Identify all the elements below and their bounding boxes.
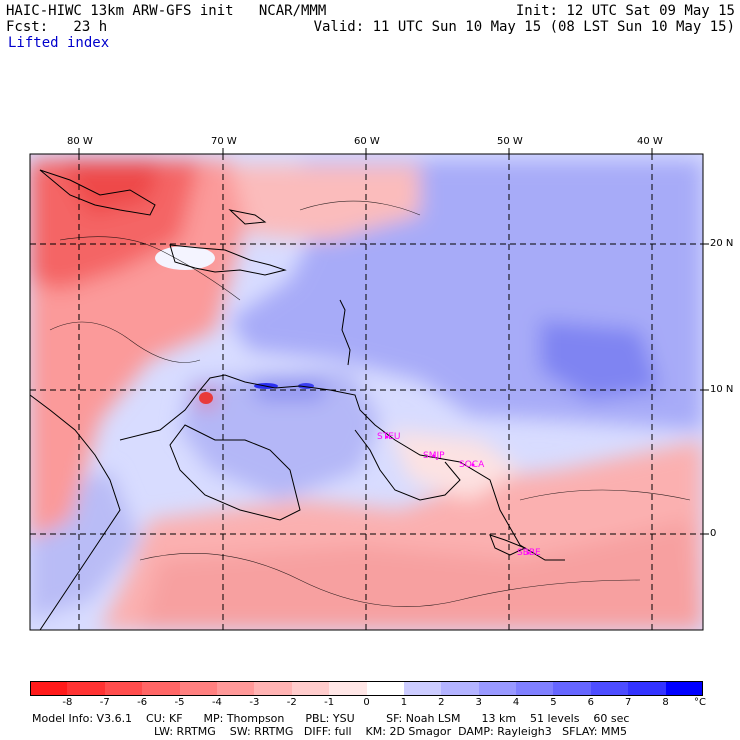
colorbar-tick-label: -4 [211,697,222,708]
colorbar-tick-label: -8 [62,697,73,708]
station-label: SMJP [423,451,445,461]
colorbar-tick-label: 7 [625,697,632,708]
colorbar-tick-label: 5 [550,697,557,708]
station-marker [471,463,475,467]
colorbar-tick-label: -1 [324,697,335,708]
model-info-line1: Model Info: V3.6.1 CU: KF MP: Thompson P… [32,712,630,725]
colorbar-tick-label: 3 [475,697,482,708]
colorbar-unit: °C [694,697,706,708]
station-marker [432,454,436,458]
model-title: HAIC-HIWC 13km ARW-GFS init NCAR/MMM [6,3,327,19]
colorbar-tick-label: 1 [400,697,408,708]
station-marker [385,435,389,439]
colorbar-tick-label: 4 [512,697,520,708]
colorbar-tick-label: -5 [174,697,185,708]
colorbar-tick-label: 8 [662,697,669,708]
lat-label-10n: 10 N [710,384,734,395]
contours [49,200,691,607]
station-marker [526,551,530,555]
init-time: Init: 12 UTC Sat 09 May 15 [515,3,735,19]
colorbar-tick-label: 2 [438,697,445,708]
lon-label-80w: 80 W [67,136,93,147]
forecast-hour: Fcst: 23 h [6,19,108,35]
model-info-line2: LW: RRTMG SW: RRTMG DIFF: full KM: 2D Sm… [154,725,627,738]
lon-label-60w: 60 W [354,136,380,147]
field-name: Lifted index [8,35,110,51]
colorbar-tick-label: -6 [137,697,148,708]
colorbar-frame [30,681,703,696]
station-markers [385,435,530,555]
colorbar-tick-label: 6 [587,697,595,708]
colorbar-tick-label: -2 [286,697,297,708]
lat-label-0: 0 [710,528,717,539]
lon-label-40w: 40 W [637,136,663,147]
lat-label-20n: 20 N [710,238,734,249]
lon-label-70w: 70 W [211,136,237,147]
station-label: SOCA [459,460,485,470]
colorbar-tick-label: 0 [363,697,370,708]
lon-label-50w: 50 W [497,136,523,147]
colorbar-tick-label: -3 [249,697,260,708]
coastlines [30,169,565,630]
colorbar-tick-label: -7 [99,697,110,708]
station-label: STEU [377,432,401,442]
station-label: SBBE [517,548,541,558]
convective-cell [199,392,213,404]
hispaniola-clear [155,246,215,270]
graticule [30,154,703,630]
lifted-index-shading [30,160,703,630]
axis-ticks [78,148,709,535]
valid-time: Valid: 11 UTC Sun 10 May 15 (08 LST Sun … [313,19,735,35]
